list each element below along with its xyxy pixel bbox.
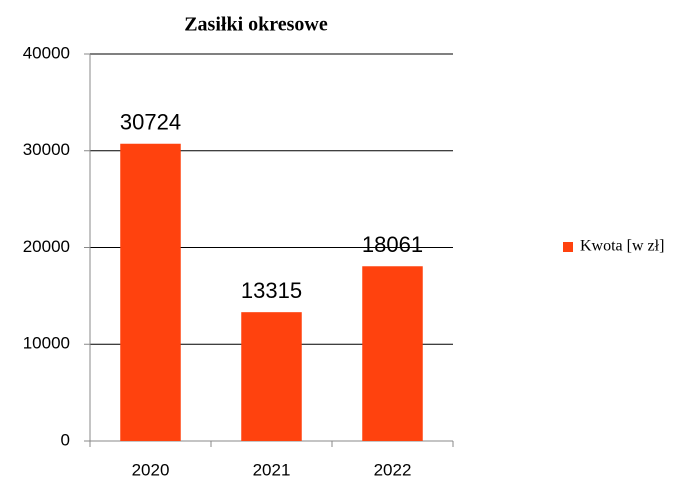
bar bbox=[362, 266, 423, 441]
x-tick-label: 2020 bbox=[132, 460, 170, 479]
y-tick-label: 10000 bbox=[23, 334, 70, 353]
y-tick-label: 40000 bbox=[23, 43, 70, 62]
y-tick-label: 20000 bbox=[23, 237, 70, 256]
y-tick-label: 30000 bbox=[23, 140, 70, 159]
legend-swatch bbox=[563, 242, 573, 252]
data-label: 30724 bbox=[120, 110, 181, 135]
y-tick-label: 0 bbox=[61, 430, 70, 449]
x-tick-label: 2021 bbox=[253, 460, 291, 479]
chart-title: Zasiłki okresowe bbox=[184, 14, 328, 36]
legend-label: Kwota [w zł] bbox=[580, 238, 664, 255]
x-tick-label: 2022 bbox=[374, 460, 412, 479]
bar bbox=[120, 143, 181, 441]
data-label: 18061 bbox=[362, 232, 423, 257]
data-label: 13315 bbox=[241, 278, 302, 303]
bar bbox=[241, 312, 302, 441]
